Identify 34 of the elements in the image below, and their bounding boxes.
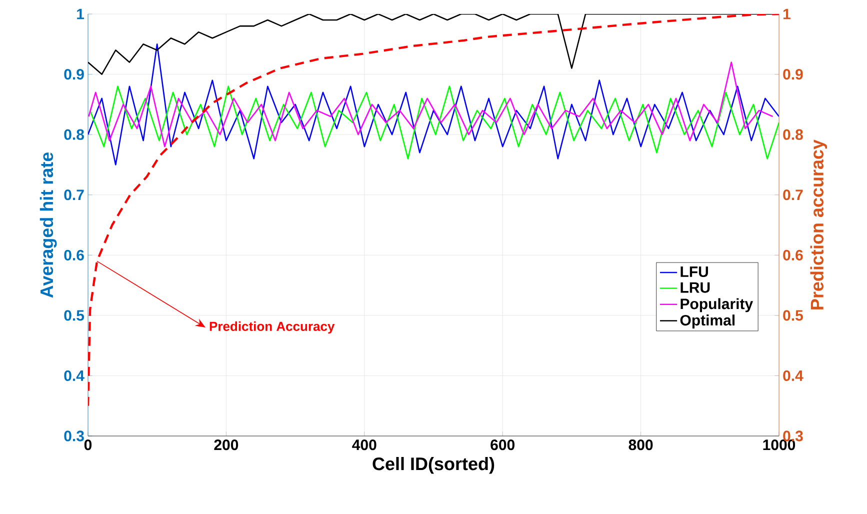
y-tick-label: 0.9 <box>64 68 84 80</box>
x-axis-title: Cell ID(sorted) <box>372 457 494 474</box>
y2-tick-label: 0.9 <box>783 68 803 80</box>
y-tick-label: 0.8 <box>64 129 84 140</box>
legend-label: Optimal <box>680 314 735 329</box>
legend-label: LFU <box>680 266 708 278</box>
line-series <box>88 14 780 407</box>
y-tick-label: 0.5 <box>64 310 84 321</box>
y2-axis-title: Prediction accuracy <box>810 140 828 310</box>
line-series <box>88 43 780 166</box>
legend-label: Popularity <box>680 298 754 312</box>
y-tick-label: 0.6 <box>64 250 84 260</box>
y-axis-title: Averaged hit rate <box>40 152 57 298</box>
y2-tick-label: 0.4 <box>783 370 804 382</box>
legend-label: LRU <box>680 282 710 293</box>
annotation: Prediction Accuracy <box>210 321 335 334</box>
x-tick-label: 800 <box>628 440 653 450</box>
x-tick-label: 1000 <box>763 440 796 450</box>
y-tick-label: 1 <box>77 8 84 20</box>
y2-tick-label: 0.8 <box>783 129 803 140</box>
x-tick-label: 600 <box>490 440 514 450</box>
y-tick-label: 0.3 <box>64 430 84 442</box>
y2-tick-label: 0.6 <box>783 250 803 260</box>
y2-tick-label: 0.5 <box>783 310 803 321</box>
line-series <box>89 86 780 160</box>
y-tick-label: 0.4 <box>64 370 84 382</box>
x-tick-label: 0 <box>84 440 92 450</box>
line-series <box>88 62 774 148</box>
x-tick-label: 400 <box>352 440 376 450</box>
y-tick-label: 0.7 <box>64 190 84 200</box>
x-tick-label: 200 <box>214 440 238 450</box>
y2-tick-label: 0.3 <box>783 430 803 442</box>
y2-tick-label: 1 <box>783 8 790 20</box>
y2-tick-label: 0.7 <box>783 190 803 200</box>
